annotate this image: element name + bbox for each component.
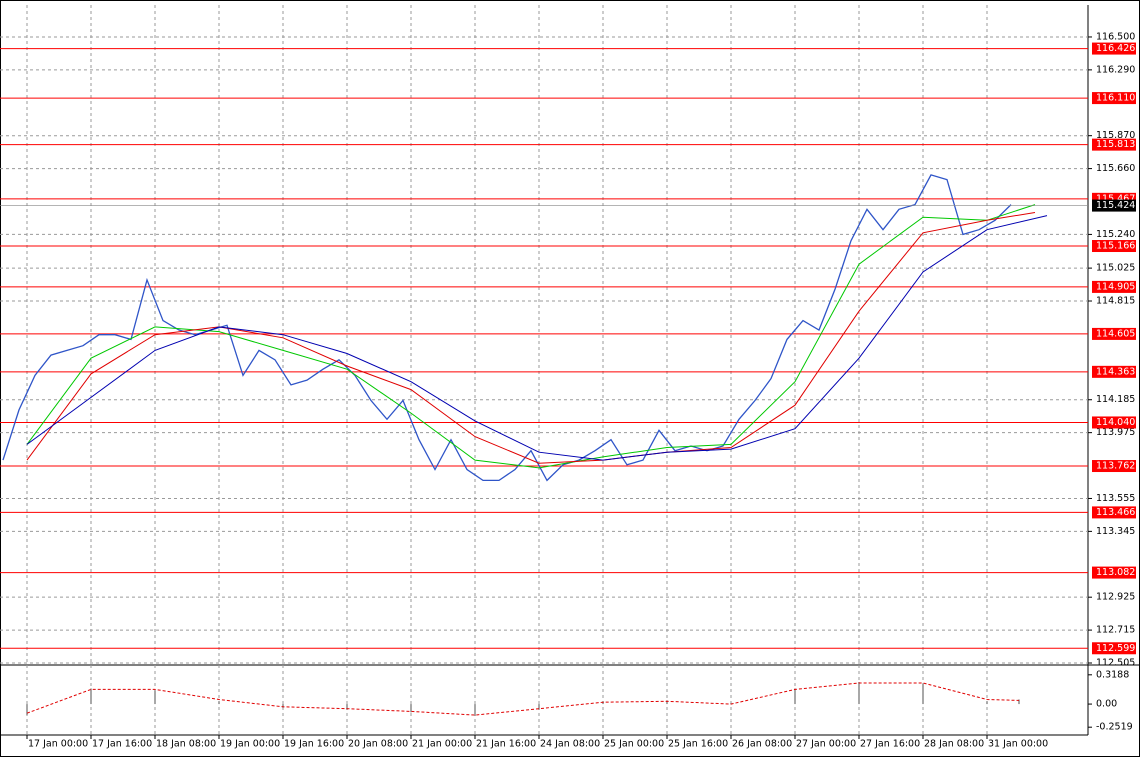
histogram-bar	[282, 704, 284, 708]
histogram-bar	[218, 701, 220, 705]
x-tick-label: 17 Jan 00:00	[28, 739, 88, 750]
x-tick-label: 18 Jan 08:00	[156, 739, 216, 750]
level-label: 114.363	[1096, 366, 1135, 377]
current-price-tag	[1092, 199, 1136, 212]
x-tick-label: 27 Jan 00:00	[796, 739, 856, 750]
level-label: 114.040	[1096, 417, 1135, 428]
y-tick-label: 113.555	[1096, 493, 1135, 504]
histogram-bar	[922, 683, 924, 705]
y-tick-label: 113.975	[1096, 427, 1135, 438]
level-tag	[1092, 327, 1136, 340]
histogram-bar	[794, 688, 796, 705]
level-tag	[1092, 138, 1136, 151]
x-tick-label: 26 Jan 08:00	[732, 739, 792, 750]
level-tag	[1092, 280, 1136, 293]
level-tag	[1092, 566, 1136, 579]
level-tag	[1092, 460, 1136, 473]
level-label: 115.166	[1096, 241, 1135, 252]
x-tick-label: 19 Jan 00:00	[220, 739, 280, 750]
histogram-bar	[858, 682, 860, 705]
level-label: 115.813	[1096, 139, 1135, 150]
x-tick-label: 25 Jan 16:00	[668, 739, 728, 750]
y-tick-label: 115.025	[1096, 263, 1135, 274]
histogram-bar	[90, 688, 92, 705]
histogram-bar	[986, 701, 988, 705]
level-label: 114.905	[1096, 281, 1135, 292]
histogram-bar	[26, 704, 28, 716]
y-tick-label: 112.505	[1096, 658, 1135, 669]
x-tick-label: 24 Jan 08:00	[540, 739, 600, 750]
y-tick-label: -0.2519	[1096, 722, 1133, 733]
y-tick-label: 0.00	[1096, 699, 1117, 710]
histogram-bar	[538, 704, 540, 710]
x-tick-label: 31 Jan 00:00	[988, 739, 1048, 750]
y-tick-label: 113.345	[1096, 526, 1135, 537]
level-tag	[1092, 42, 1136, 55]
x-tick-label: 25 Jan 00:00	[604, 739, 664, 750]
level-tag	[1092, 642, 1136, 655]
histogram-bar	[346, 704, 348, 710]
y-tick-label: 115.660	[1096, 163, 1135, 174]
y-tick-label: 115.240	[1096, 229, 1135, 240]
level-label: 113.466	[1096, 507, 1135, 518]
x-tick-label: 17 Jan 16:00	[92, 739, 152, 750]
level-tag	[1092, 365, 1136, 378]
y-tick-label: 112.715	[1096, 625, 1135, 636]
y-tick-label: 0.3188	[1096, 669, 1129, 680]
y-tick-label: 114.185	[1096, 394, 1135, 405]
price-line	[26, 204, 1036, 469]
y-tick-label: 116.500	[1096, 31, 1135, 42]
level-tag	[1092, 506, 1136, 519]
histogram-bar	[410, 704, 412, 713]
level-label: 113.762	[1096, 461, 1135, 472]
x-tick-label: 28 Jan 08:00	[924, 739, 984, 750]
y-tick-label: 116.290	[1096, 64, 1135, 75]
x-tick-label: 27 Jan 16:00	[860, 739, 920, 750]
histogram-bar	[666, 700, 668, 705]
y-tick-label: 115.870	[1096, 130, 1135, 141]
x-tick-label: 19 Jan 16:00	[284, 739, 344, 750]
level-tag	[1092, 416, 1136, 429]
level-tag	[1092, 240, 1136, 253]
level-label: 114.605	[1096, 328, 1135, 339]
histogram-bar	[154, 690, 156, 705]
x-tick-label: 21 Jan 00:00	[412, 739, 472, 750]
y-tick-label: 112.925	[1096, 592, 1135, 603]
signal-line	[26, 682, 1020, 716]
x-tick-label: 20 Jan 08:00	[348, 739, 408, 750]
price-line	[26, 212, 1036, 464]
histogram-bar	[1018, 699, 1020, 705]
level-label: 112.599	[1096, 643, 1135, 654]
level-tag	[1092, 92, 1136, 105]
level-label: 113.082	[1096, 567, 1135, 578]
level-label: 115.467	[1096, 193, 1135, 204]
x-tick-label: 21 Jan 16:00	[476, 739, 536, 750]
y-tick-label: 114.815	[1096, 296, 1135, 307]
level-label: 116.426	[1096, 43, 1135, 54]
price-line	[26, 215, 1048, 461]
price-line	[2, 174, 1012, 482]
histogram-bar	[474, 704, 476, 717]
current-price-label: 115.424	[1096, 200, 1135, 211]
level-label: 116.110	[1096, 93, 1135, 104]
